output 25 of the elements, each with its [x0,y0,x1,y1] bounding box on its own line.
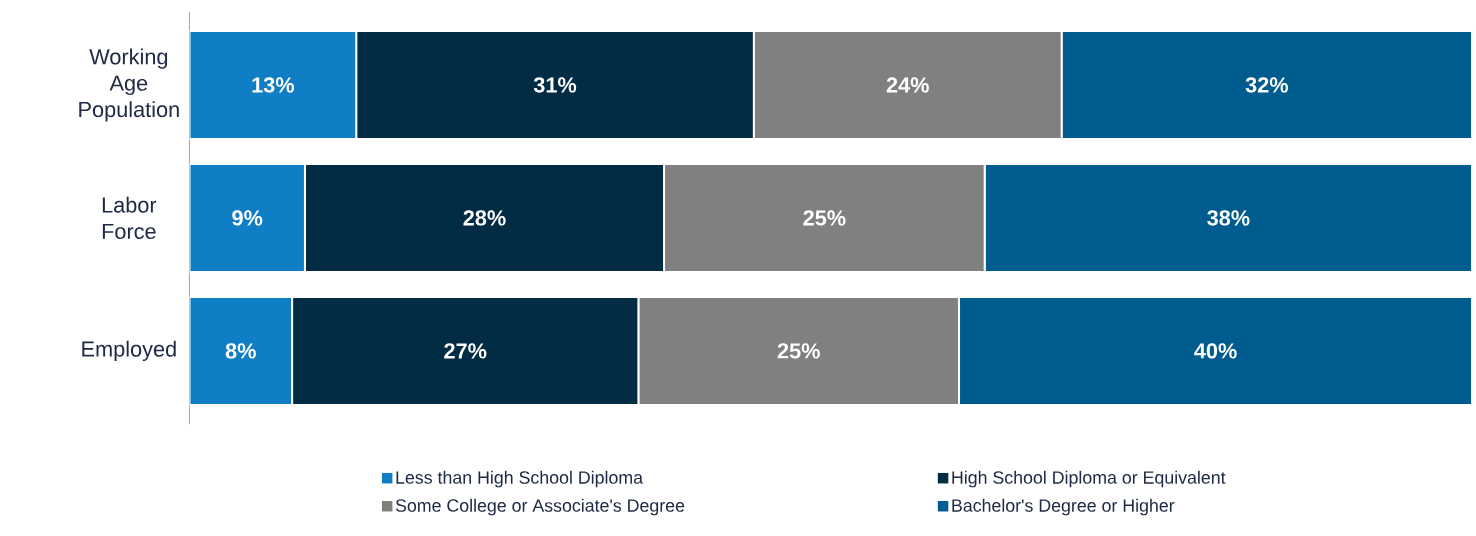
bar [983,162,1473,273]
bar [958,295,1473,406]
y-tick-label: Labor Force [102,196,157,240]
data-label: 25% [777,343,820,359]
data-label: 38% [1207,210,1250,226]
legend-label: Some College or Associate's Degree [395,498,685,516]
data-label: 8% [225,343,256,359]
y-tick-label: Employed [82,340,176,362]
legend-label: High School Diploma or Equivalent [952,470,1226,488]
data-label: 13% [252,77,295,93]
legend-label: Bachelor's Degree or Higher [952,498,1175,516]
data-label: 24% [886,77,929,93]
bar [1060,30,1473,140]
legend-label: Less than High School Diploma [396,470,644,488]
y-tick-label: Working Age Population [79,48,179,122]
data-label: 25% [803,210,846,226]
data-label: 28% [463,210,506,226]
data-label: 31% [533,77,577,93]
data-label: 32% [1245,77,1289,93]
bar [189,162,306,273]
bar [189,30,358,140]
data-label: 27% [444,343,487,359]
data-label: 9% [232,210,263,226]
bar [189,295,294,406]
data-label: 40% [1194,343,1237,359]
